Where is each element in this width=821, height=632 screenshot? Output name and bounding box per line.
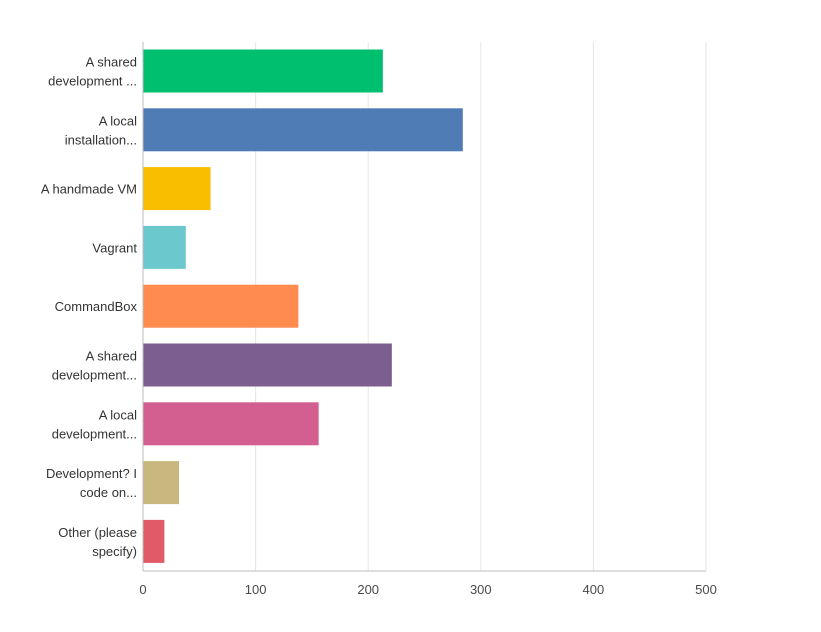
x-tick-label: 100 xyxy=(245,582,267,597)
category-label: CommandBox xyxy=(55,299,138,314)
category-label: development ... xyxy=(48,74,137,89)
bar xyxy=(143,167,211,211)
category-label: installation... xyxy=(65,132,137,147)
bar xyxy=(143,284,299,328)
bar xyxy=(143,49,383,93)
category-labels: A shared development ... A local installati… xyxy=(41,55,138,559)
x-tick-label: 300 xyxy=(470,582,492,597)
category-label: A local xyxy=(99,407,137,422)
x-tick-label: 0 xyxy=(139,582,146,597)
axes xyxy=(142,42,706,572)
category-label: development... xyxy=(52,426,137,441)
x-tick-label: 400 xyxy=(583,582,605,597)
bar xyxy=(143,108,463,152)
category-label: specify) xyxy=(92,544,137,559)
bar xyxy=(143,402,319,446)
category-label: Vagrant xyxy=(92,240,137,255)
category-label: development... xyxy=(52,368,137,383)
bar xyxy=(143,461,180,505)
category-label: Development? I xyxy=(46,466,137,481)
category-label: A shared xyxy=(86,55,137,70)
category-label: Other (please xyxy=(58,525,137,540)
x-tick-label: 200 xyxy=(357,582,379,597)
bar xyxy=(143,225,186,269)
x-tick-label: 500 xyxy=(695,582,717,597)
category-label: A local xyxy=(99,113,137,128)
bar xyxy=(143,343,392,387)
category-label: code on... xyxy=(80,485,137,500)
category-label: A handmade VM xyxy=(41,182,137,197)
bars xyxy=(143,49,463,563)
x-tick-labels: 0 100 200 300 400 500 xyxy=(139,582,716,597)
bar xyxy=(143,519,165,563)
category-label: A shared xyxy=(86,349,137,364)
